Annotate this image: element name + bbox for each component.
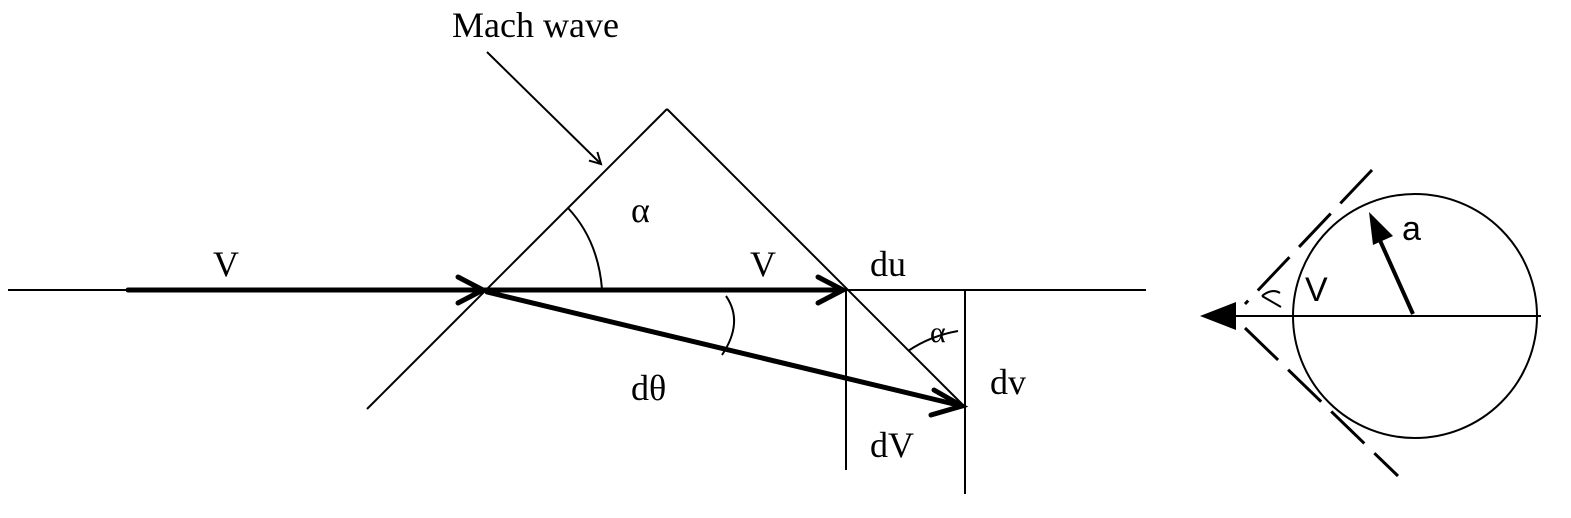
mach-wave-line <box>366 108 668 410</box>
downstream-mach-wave-line <box>666 108 965 407</box>
mach-angle-arc <box>567 207 603 290</box>
velocity-arrowhead-left <box>1200 302 1236 330</box>
small-mach-angle-arc <box>907 330 959 352</box>
mach-wave-label: Mach wave <box>452 5 619 45</box>
du-label: du <box>870 244 906 284</box>
dtheta-angle-arc <box>721 295 736 356</box>
dv-label: dv <box>990 362 1026 402</box>
downstream-velocity-label: V <box>750 244 776 284</box>
deflected-velocity-arrowhead <box>928 387 969 418</box>
mach-angle-label: α <box>631 190 650 230</box>
deflected-velocity-vector <box>484 289 965 409</box>
sound-speed-label: a <box>1402 210 1421 248</box>
mach-wave-pointer-arrow <box>486 51 601 164</box>
upper-tangent-dashed-line <box>1243 168 1374 306</box>
dV-label: dV <box>870 425 914 465</box>
sound-speed-vector <box>1376 235 1415 315</box>
lower-tangent-dashed-line <box>1243 326 1400 478</box>
apex-angle-arc <box>1261 290 1281 297</box>
downstream-velocity-arrowhead <box>815 274 849 306</box>
dtheta-label: dθ <box>631 368 666 408</box>
small-mach-angle-label: α <box>930 316 946 349</box>
apex-angle-tick <box>1261 295 1282 308</box>
circle-velocity-label: V <box>1305 271 1328 309</box>
upstream-velocity-label: V <box>213 244 239 284</box>
sound-speed-arrowhead <box>1369 212 1393 245</box>
